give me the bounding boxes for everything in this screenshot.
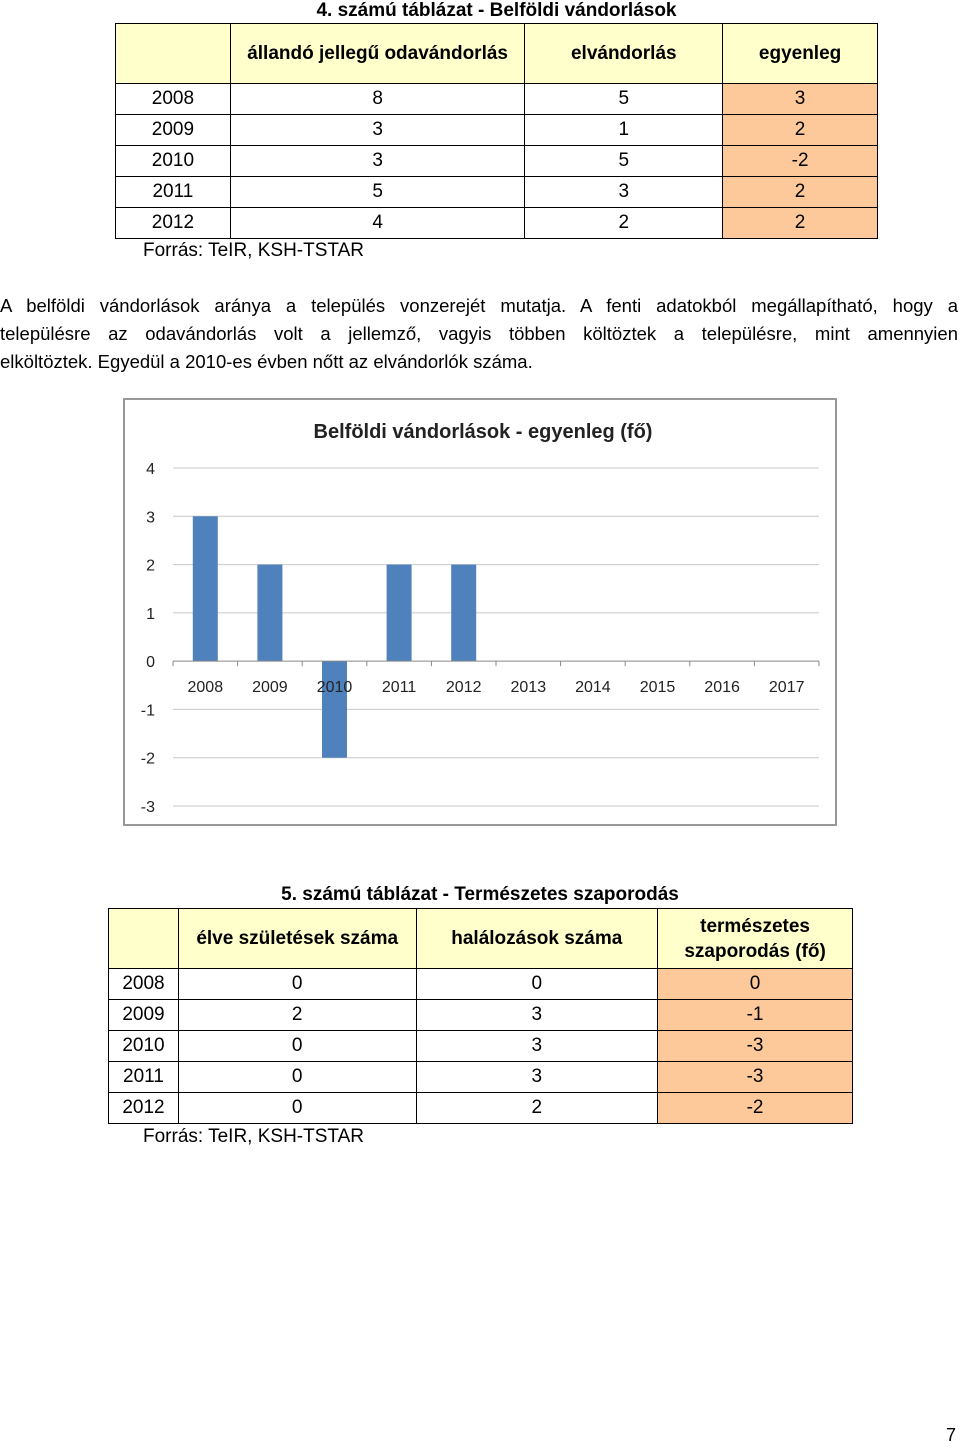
year-cell: 2010 xyxy=(108,1030,179,1062)
deaths-cell: 2 xyxy=(415,1092,659,1124)
natural-cell: -2 xyxy=(657,1092,853,1124)
table5-header-row: élve születések száma halálozások száma … xyxy=(108,908,853,969)
table4-header-balance: egyenleg xyxy=(722,23,878,84)
balance-cell: -2 xyxy=(722,145,878,177)
paragraph-line: településre az odavándorlás volt a jelle… xyxy=(0,323,958,344)
natural-cell: -1 xyxy=(657,999,853,1031)
births-cell: 0 xyxy=(177,1030,417,1062)
bar-2009 xyxy=(257,564,283,662)
out-cell: 5 xyxy=(524,145,724,177)
y-tick-label: 4 xyxy=(146,461,155,478)
out-cell: 1 xyxy=(524,114,724,146)
table-row: 2010 0 3 -3 xyxy=(108,1030,853,1062)
chart-canvas: Belföldi vándorlások - egyenleg (fő) 4 3 2… xyxy=(141,421,820,816)
x-tick-label: 2011 xyxy=(382,679,417,696)
in-cell: 3 xyxy=(229,145,526,177)
table-row: 2008 8 5 3 xyxy=(115,83,878,115)
y-tick-label: 2 xyxy=(146,558,155,575)
births-cell: 2 xyxy=(177,999,417,1031)
y-tick-label: -2 xyxy=(141,751,155,768)
table-row: 2009 2 3 -1 xyxy=(108,999,853,1031)
y-tick-label: -3 xyxy=(141,799,155,816)
table4-caption: 4. számú táblázat - Belföldi vándorlások xyxy=(316,0,677,21)
table5-caption: 5. számú táblázat - Természetes szaporod… xyxy=(281,884,679,905)
x-tick-label: 2008 xyxy=(188,679,224,696)
out-cell: 5 xyxy=(524,83,724,115)
x-tick-label: 2009 xyxy=(252,679,288,696)
table4-header-out: elvándorlás xyxy=(524,23,724,84)
y-tick-label: -1 xyxy=(141,702,155,719)
table-row: 2011 0 3 -3 xyxy=(108,1061,853,1093)
table5-header-natural: természetes szaporodás (fő) xyxy=(657,908,853,969)
x-tick-label: 2013 xyxy=(511,679,547,696)
page-number: 7 xyxy=(945,1425,956,1445)
x-tick-label: 2015 xyxy=(640,679,676,696)
chart-title: Belföldi vándorlások - egyenleg (fő) xyxy=(314,421,653,443)
x-tick-label: 2012 xyxy=(446,679,482,696)
table4: állandó jellegű odavándorlás elvándorlás… xyxy=(115,23,878,239)
table4-header-in: állandó jellegű odavándorlás xyxy=(229,23,526,84)
year-cell: 2011 xyxy=(108,1061,179,1093)
in-cell: 5 xyxy=(229,176,526,208)
in-cell: 4 xyxy=(229,207,526,239)
table-row: 2012 0 2 -2 xyxy=(108,1092,853,1124)
year-cell: 2008 xyxy=(115,83,231,115)
natural-cell: -3 xyxy=(657,1030,853,1062)
table-row: 2009 3 1 2 xyxy=(115,114,878,146)
out-cell: 2 xyxy=(524,207,724,239)
year-cell: 2010 xyxy=(115,145,231,177)
year-cell: 2008 xyxy=(108,968,179,1000)
body-paragraph: A belföldi vándorlások aránya a települé… xyxy=(0,292,958,376)
bar-2012 xyxy=(451,564,477,662)
bar-2011 xyxy=(386,564,412,662)
deaths-cell: 0 xyxy=(415,968,659,1000)
balance-cell: 3 xyxy=(722,83,878,115)
table5-source: Forrás: TeIR, KSH-TSTAR xyxy=(143,1126,364,1147)
table4-source: Forrás: TeIR, KSH-TSTAR xyxy=(143,240,364,261)
table-row: 2011 5 3 2 xyxy=(115,176,878,208)
in-cell: 8 xyxy=(229,83,526,115)
deaths-cell: 3 xyxy=(415,1061,659,1093)
table4-header-blank xyxy=(115,23,231,84)
births-cell: 0 xyxy=(177,1092,417,1124)
paragraph-line: elköltöztek. Egyedül a 2010-es évben nőt… xyxy=(0,351,533,372)
year-cell: 2012 xyxy=(108,1092,179,1124)
balance-cell: 2 xyxy=(722,176,878,208)
x-tick-label: 2017 xyxy=(769,679,805,696)
table5-header-blank xyxy=(108,908,179,969)
table5-header-deaths: halálozások száma xyxy=(415,908,659,969)
year-cell: 2011 xyxy=(115,176,231,208)
births-cell: 0 xyxy=(177,1061,417,1093)
natural-cell: 0 xyxy=(657,968,853,1000)
paragraph-line: A belföldi vándorlások aránya a települé… xyxy=(0,295,958,316)
balance-cell: 2 xyxy=(722,207,878,239)
deaths-cell: 3 xyxy=(415,999,659,1031)
x-tick-label: 2010 xyxy=(317,679,353,696)
table5: élve születések száma halálozások száma … xyxy=(108,908,853,1124)
table-row: 2012 4 2 2 xyxy=(115,207,878,239)
bar-2008 xyxy=(192,516,218,662)
births-cell: 0 xyxy=(177,968,417,1000)
bar-2010 xyxy=(322,661,347,758)
table-row: 2010 3 5 -2 xyxy=(115,145,878,177)
x-tick-label: 2016 xyxy=(704,679,740,696)
table-row: 2008 0 0 0 xyxy=(108,968,853,1000)
year-cell: 2009 xyxy=(108,999,179,1031)
table5-header-births: élve születések száma xyxy=(177,908,417,969)
y-tick-label: 0 xyxy=(146,654,155,671)
in-cell: 3 xyxy=(229,114,526,146)
year-cell: 2012 xyxy=(115,207,231,239)
x-tick-label: 2014 xyxy=(575,679,611,696)
deaths-cell: 3 xyxy=(415,1030,659,1062)
out-cell: 3 xyxy=(524,176,724,208)
balance-chart: Belföldi vándorlások - egyenleg (fő) 4 3 2… xyxy=(123,398,837,826)
y-tick-label: 3 xyxy=(146,509,155,526)
year-cell: 2009 xyxy=(115,114,231,146)
y-tick-label: 1 xyxy=(146,606,155,623)
balance-cell: 2 xyxy=(722,114,878,146)
table4-header-row: állandó jellegű odavándorlás elvándorlás… xyxy=(115,23,878,84)
natural-cell: -3 xyxy=(657,1061,853,1093)
